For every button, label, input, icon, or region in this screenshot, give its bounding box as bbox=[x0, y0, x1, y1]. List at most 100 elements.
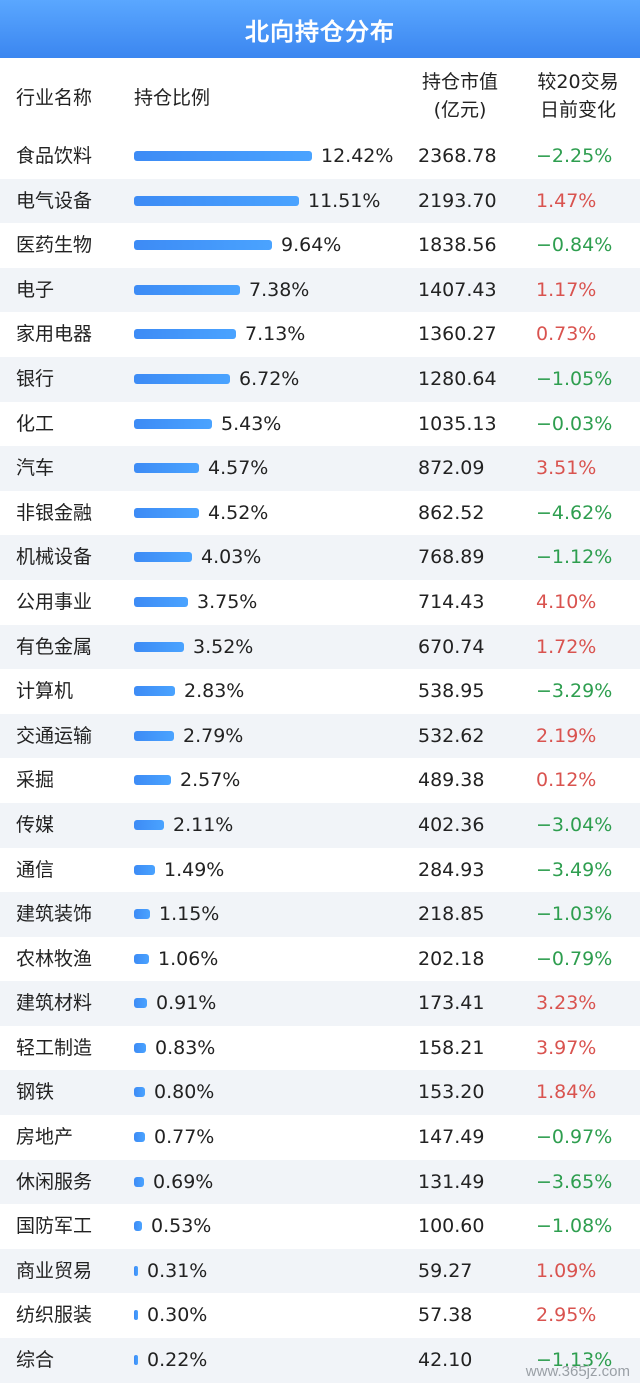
change-value: −4.62% bbox=[536, 501, 613, 524]
table-row: 电气设备 11.51% 2193.70 1.47% bbox=[0, 178, 640, 224]
market-value: 2368.78 bbox=[418, 145, 497, 167]
industry-name: 国防军工 bbox=[16, 1215, 93, 1238]
table-row: 计算机 2.83% 538.95 −3.29% bbox=[0, 669, 640, 714]
ratio-label: 12.42% bbox=[321, 145, 394, 167]
change-value: 0.73% bbox=[536, 323, 597, 346]
market-value: 153.20 bbox=[418, 1081, 485, 1104]
change-value: −3.49% bbox=[536, 858, 613, 881]
ratio-bar bbox=[134, 1265, 138, 1276]
change-value: 1.72% bbox=[536, 635, 597, 658]
change-value: 1.84% bbox=[536, 1081, 597, 1104]
change-value: 1.09% bbox=[536, 1259, 597, 1282]
ratio-bar bbox=[134, 1310, 138, 1321]
table-row: 商业贸易 0.31% 59.27 1.09% bbox=[0, 1248, 640, 1294]
market-value: 1280.64 bbox=[418, 367, 497, 390]
ratio-bar bbox=[134, 998, 147, 1009]
table-row: 化工 5.43% 1035.13 −0.03% bbox=[0, 402, 640, 447]
table-row: 汽车 4.57% 872.09 3.51% bbox=[0, 446, 640, 491]
market-value: 1035.13 bbox=[418, 412, 497, 435]
industry-name: 非银金融 bbox=[16, 501, 93, 524]
header-value: 持仓市值 (亿元) bbox=[416, 68, 504, 124]
ratio-label: 3.75% bbox=[197, 590, 258, 613]
industry-name: 休闲服务 bbox=[16, 1170, 93, 1193]
ratio-label: 1.49% bbox=[164, 858, 225, 881]
ratio-label: 2.79% bbox=[183, 724, 244, 747]
industry-name: 交通运输 bbox=[16, 724, 93, 747]
market-value: 173.41 bbox=[418, 992, 485, 1015]
market-value: 147.49 bbox=[418, 1126, 485, 1149]
ratio-label: 6.72% bbox=[239, 367, 300, 390]
header-change: 较20交易 日前变化 bbox=[530, 68, 626, 124]
industry-name: 汽车 bbox=[16, 457, 55, 480]
ratio-label: 0.77% bbox=[154, 1126, 215, 1149]
change-value: 0.12% bbox=[536, 769, 597, 792]
change-value: 3.97% bbox=[536, 1036, 597, 1059]
ratio-bar bbox=[134, 195, 299, 206]
table-row: 钢铁 0.80% 153.20 1.84% bbox=[0, 1070, 640, 1116]
industry-name: 纺织服装 bbox=[16, 1304, 93, 1327]
ratio-bar bbox=[134, 463, 199, 474]
ratio-label: 0.83% bbox=[155, 1036, 216, 1059]
market-value: 1407.43 bbox=[418, 278, 497, 301]
table-row: 家用电器 7.13% 1360.27 0.73% bbox=[0, 312, 640, 357]
watermark-text: www.365jz.com bbox=[525, 1363, 630, 1380]
industry-name: 农林牧渔 bbox=[16, 947, 93, 970]
change-value: 2.95% bbox=[536, 1304, 597, 1327]
ratio-label: 0.53% bbox=[151, 1215, 212, 1238]
table-row: 国防军工 0.53% 100.60 −1.08% bbox=[0, 1204, 640, 1249]
ratio-label: 0.30% bbox=[147, 1304, 208, 1327]
market-value: 768.89 bbox=[418, 546, 485, 569]
change-value: −0.03% bbox=[536, 412, 613, 435]
market-value: 284.93 bbox=[418, 858, 485, 881]
table-body: 食品饮料 12.42% 2368.78 −2.25% 电气设备 11.51% 2193.70… bbox=[0, 134, 640, 1383]
market-value: 489.38 bbox=[418, 769, 485, 792]
table-row: 通信 1.49% 284.93 −3.49% bbox=[0, 848, 640, 893]
ratio-bar bbox=[134, 1042, 146, 1053]
ratio-bar bbox=[134, 909, 150, 920]
table-row: 轻工制造 0.83% 158.21 3.97% bbox=[0, 1026, 640, 1071]
change-value: −3.04% bbox=[536, 813, 613, 836]
table-row: 银行 6.72% 1280.64 −1.05% bbox=[0, 356, 640, 402]
industry-name: 采掘 bbox=[16, 769, 55, 792]
ratio-bar bbox=[134, 1087, 145, 1098]
change-value: −1.08% bbox=[536, 1215, 613, 1238]
market-value: 714.43 bbox=[418, 590, 485, 613]
ratio-bar bbox=[134, 284, 240, 295]
market-value: 862.52 bbox=[418, 501, 485, 524]
industry-name: 银行 bbox=[16, 367, 55, 390]
ratio-bar bbox=[134, 329, 236, 340]
header-value-line1: 持仓市值 bbox=[421, 71, 498, 93]
ratio-bar bbox=[134, 1132, 145, 1143]
ratio-label: 1.06% bbox=[158, 947, 219, 970]
change-value: 1.47% bbox=[536, 189, 597, 212]
ratio-label: 4.03% bbox=[201, 546, 262, 569]
industry-name: 综合 bbox=[16, 1349, 55, 1372]
market-value: 1838.56 bbox=[418, 234, 497, 257]
change-value: −2.25% bbox=[536, 145, 613, 167]
ratio-label: 2.83% bbox=[184, 680, 245, 703]
ratio-bar bbox=[134, 864, 155, 875]
header-name: 行业名称 bbox=[16, 87, 93, 109]
market-value: 131.49 bbox=[418, 1170, 485, 1193]
header-change-line1: 较20交易 bbox=[537, 71, 619, 93]
ratio-bar bbox=[134, 596, 188, 607]
table-row: 建筑材料 0.91% 173.41 3.23% bbox=[0, 981, 640, 1026]
ratio-bar bbox=[134, 240, 272, 251]
ratio-bar bbox=[134, 552, 192, 563]
ratio-label: 2.57% bbox=[180, 769, 241, 792]
ratio-label: 0.31% bbox=[147, 1259, 208, 1282]
table-row: 交通运输 2.79% 532.62 2.19% bbox=[0, 713, 640, 759]
industry-name: 有色金属 bbox=[16, 635, 93, 658]
change-value: 1.17% bbox=[536, 278, 597, 301]
industry-name: 传媒 bbox=[16, 813, 55, 836]
header-ratio: 持仓比例 bbox=[134, 87, 211, 109]
ratio-bar bbox=[134, 1176, 144, 1187]
change-value: −3.65% bbox=[536, 1170, 613, 1193]
change-value: −0.79% bbox=[536, 947, 613, 970]
market-value: 59.27 bbox=[418, 1259, 473, 1282]
industry-name: 房地产 bbox=[16, 1126, 74, 1149]
header-value-line2: (亿元) bbox=[433, 99, 487, 121]
industry-name: 通信 bbox=[16, 858, 55, 881]
market-value: 100.60 bbox=[418, 1215, 485, 1238]
industry-name: 家用电器 bbox=[16, 323, 93, 346]
